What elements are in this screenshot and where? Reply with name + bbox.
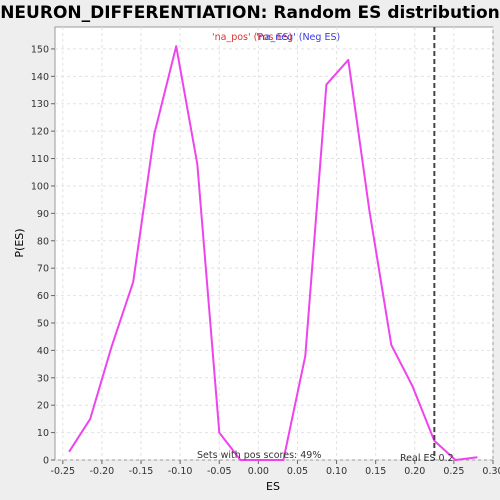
chart-title: NEURON_DIFFERENTIATION: Random ES distri… [0, 3, 500, 23]
y-tick-label: 0 [43, 456, 49, 467]
series-layer [68, 45, 478, 461]
axes: 0 10 20 30 40 50 60 70 80 90 100 110 120 130 140 150 -0.… [31, 44, 500, 477]
y-tick-label: 120 [31, 127, 49, 138]
grid [55, 27, 494, 461]
y-tick-label: 10 [37, 428, 49, 439]
x-tick-label: 0.15 [365, 466, 386, 477]
real-es-label: Real ES 0.2 [400, 453, 454, 464]
y-tick-label: 50 [37, 318, 49, 329]
y-tick-label: 100 [31, 181, 49, 192]
y-tick-label: 150 [31, 44, 49, 55]
x-axis-label: ES [266, 480, 280, 493]
x-tick-label: -0.25 [51, 466, 76, 477]
x-tick-label: 0.20 [404, 466, 425, 477]
y-tick-label: 110 [31, 154, 49, 165]
plot-area [54, 26, 494, 461]
y-tick-label: 30 [37, 373, 49, 384]
legend-neg-label: 'na_neg' (Neg ES) [256, 32, 340, 43]
pos-scores-annotation: Sets with pos scores: 49% [197, 450, 321, 461]
y-axis-label: P(ES) [13, 228, 26, 257]
x-tick-label: 0.05 [287, 466, 308, 477]
y-tick-label: 90 [37, 209, 49, 220]
y-tick-label: 60 [37, 291, 49, 302]
x-tick-label: -0.05 [207, 466, 232, 477]
x-tick-label: -0.10 [168, 466, 193, 477]
legend-pos-label: 'na_pos' (Pos ES) [212, 32, 292, 43]
distribution-line [68, 45, 478, 461]
x-tick-label: -0.20 [90, 466, 115, 477]
y-tick-label: 140 [31, 72, 49, 83]
y-tick-label: 20 [37, 401, 49, 412]
x-tick-label: 0.00 [248, 466, 269, 477]
x-tick-label: 0.25 [443, 466, 464, 477]
y-tick-label: 130 [31, 99, 49, 110]
y-tick-label: 80 [37, 236, 49, 247]
x-tick-label: 0.30 [482, 466, 500, 477]
x-tick-label: -0.15 [129, 466, 154, 477]
y-tick-label: 70 [37, 264, 49, 275]
x-tick-label: 0.10 [326, 466, 347, 477]
y-tick-label: 40 [37, 346, 49, 357]
